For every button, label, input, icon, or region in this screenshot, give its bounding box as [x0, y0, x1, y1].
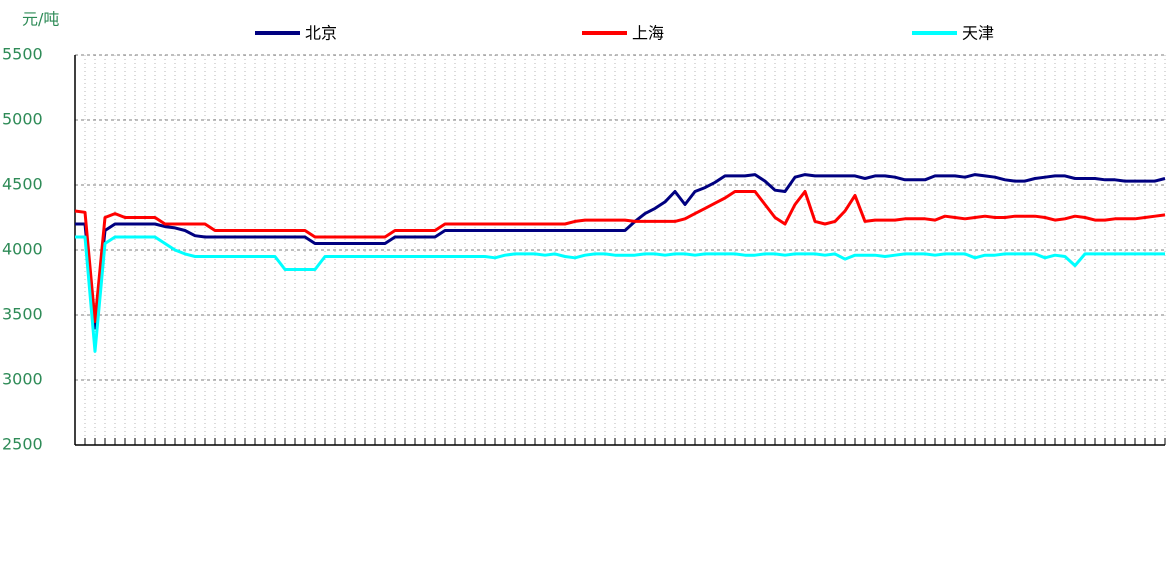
series-line — [75, 235, 1165, 353]
y-tick-label: 5500 — [2, 45, 43, 64]
legend-label: 北京 — [305, 24, 337, 43]
y-tick-label: 2500 — [2, 435, 43, 454]
y-tick-label: 4000 — [2, 240, 43, 259]
y-tick-label: 5000 — [2, 110, 43, 129]
y-tick-label: 4500 — [2, 175, 43, 194]
y-tick-label: 3500 — [2, 305, 43, 324]
legend-label: 上海 — [632, 24, 664, 43]
legend-label: 天津 — [962, 24, 994, 43]
series-line — [75, 173, 1166, 330]
series-line — [74, 190, 1166, 323]
y-tick-label: 3000 — [2, 370, 43, 389]
y-axis-label: 元/吨 — [22, 10, 59, 29]
